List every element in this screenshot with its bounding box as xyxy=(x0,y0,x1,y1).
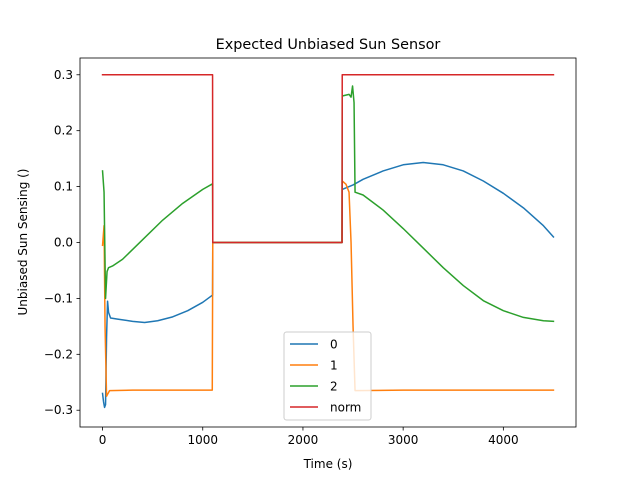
y-tick-label: 0.0 xyxy=(54,236,73,250)
y-tick-label: 0.1 xyxy=(54,180,73,194)
x-tick-label: 1000 xyxy=(187,433,218,447)
y-tick-label: −0.1 xyxy=(44,291,73,305)
x-axis-label: Time (s) xyxy=(303,457,353,471)
x-tick-label: 3000 xyxy=(388,433,419,447)
series-line-norm xyxy=(101,74,555,244)
x-tick-label: 0 xyxy=(99,433,107,447)
y-axis-label: Unbiased Sun Sensing () xyxy=(16,169,30,316)
series-line-2 xyxy=(101,85,555,323)
legend-label-2: 2 xyxy=(330,380,338,394)
y-tick-label: −0.2 xyxy=(44,347,73,361)
legend-label-0: 0 xyxy=(330,338,338,352)
series-group xyxy=(101,74,555,409)
legend: 0 1 2 norm xyxy=(283,331,372,421)
legend-label-1: 1 xyxy=(330,359,338,373)
x-tick-label: 2000 xyxy=(288,433,319,447)
chart-title: Expected Unbiased Sun Sensor xyxy=(216,37,441,53)
y-tick-label: −0.3 xyxy=(44,403,73,417)
x-tick-label: 4000 xyxy=(488,433,519,447)
legend-box xyxy=(283,331,372,421)
y-tick-label: 0.2 xyxy=(54,124,73,138)
y-tick-label: 0.3 xyxy=(54,68,73,82)
legend-label-norm: norm xyxy=(330,401,361,415)
plot-area: 0 1000 2000 3000 4000 −0.3 −0.2 −0.1 0.0 0.1 0.2 0.… xyxy=(44,57,577,447)
